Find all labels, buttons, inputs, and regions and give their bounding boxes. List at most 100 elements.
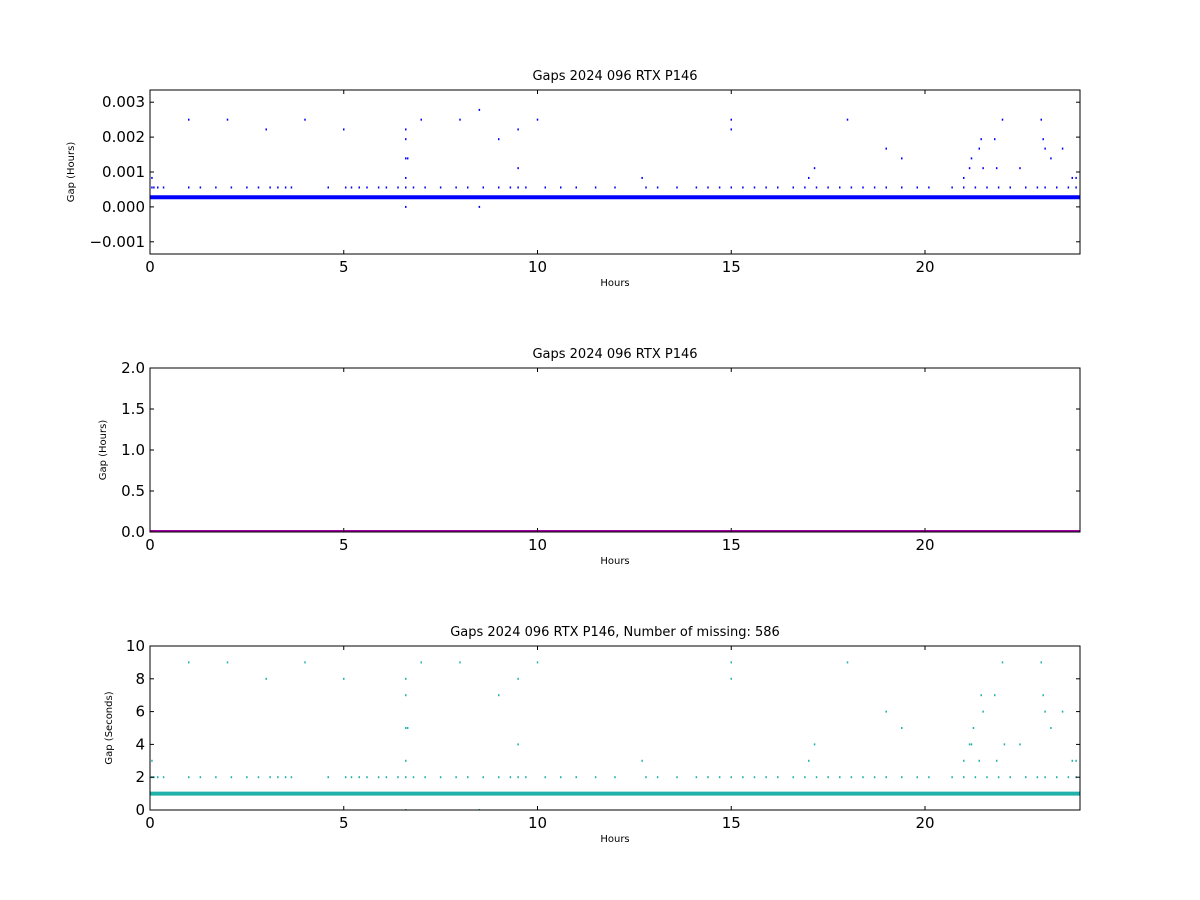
y-tick-label: −0.001	[89, 233, 145, 251]
data-point	[808, 759, 810, 762]
data-point	[1061, 710, 1064, 713]
data-point	[277, 186, 279, 189]
data-point	[344, 776, 347, 779]
data-point	[344, 186, 347, 189]
data-point	[986, 186, 988, 189]
data-point	[827, 776, 829, 779]
data-point	[405, 157, 407, 160]
data-point	[1061, 147, 1064, 150]
data-point	[358, 776, 360, 779]
data-point	[517, 677, 519, 680]
data-point	[525, 776, 527, 779]
data-point	[498, 776, 500, 779]
data-point	[215, 776, 217, 779]
data-point	[730, 661, 732, 664]
data-point	[753, 186, 756, 189]
x-tick-label: 0	[145, 258, 155, 276]
data-point	[377, 776, 380, 779]
data-point	[730, 776, 732, 779]
data-point	[963, 776, 965, 779]
data-point	[951, 186, 953, 189]
chart-panel-2: 0 5 10 15 20 0.0 0.5 1.0 1.5 2.0 Gaps 2024 096 RTX…	[98, 347, 1081, 567]
data-point	[963, 186, 965, 189]
data-point	[284, 776, 287, 779]
data-point	[397, 776, 399, 779]
data-point	[846, 661, 849, 664]
data-layer	[150, 661, 1080, 810]
data-point	[970, 743, 973, 746]
plot-area	[150, 368, 1080, 532]
y-tick-label: 10	[126, 637, 145, 655]
data-point	[1044, 147, 1046, 150]
data-point	[467, 186, 469, 189]
data-point	[1050, 157, 1052, 160]
data-point	[405, 186, 407, 189]
plot-area	[150, 90, 1080, 254]
data-point	[230, 186, 233, 189]
data-point	[1025, 186, 1027, 189]
data-point	[560, 186, 562, 189]
data-point	[968, 743, 971, 746]
y-tick-label: 0.003	[102, 93, 145, 111]
data-point	[188, 661, 190, 664]
data-point	[290, 186, 293, 189]
chart-title: Gaps 2024 096 RTX P146	[532, 69, 697, 84]
data-point	[645, 776, 647, 779]
x-tick-label: 10	[528, 258, 547, 276]
data-point	[459, 661, 461, 664]
data-point	[1044, 710, 1046, 713]
data-point	[405, 138, 407, 141]
data-point	[151, 186, 153, 189]
data-point	[827, 186, 829, 189]
data-point	[350, 186, 353, 189]
data-point	[916, 776, 918, 779]
data-point	[246, 776, 248, 779]
x-axis-label: Hours	[600, 834, 629, 845]
data-point	[482, 776, 484, 779]
data-point	[777, 776, 779, 779]
data-point	[765, 776, 767, 779]
data-point	[980, 138, 982, 141]
data-point	[951, 776, 953, 779]
data-point	[157, 776, 159, 779]
data-point	[327, 776, 329, 779]
data-point	[162, 186, 165, 189]
data-point	[151, 759, 153, 762]
data-point	[850, 186, 853, 189]
data-point	[730, 128, 732, 131]
data-point	[366, 776, 368, 779]
y-axis-label: Gap (Hours)	[98, 420, 109, 481]
data-point	[1071, 759, 1073, 762]
data-point	[1075, 759, 1077, 762]
data-point	[575, 186, 577, 189]
data-point	[753, 776, 756, 779]
data-point	[269, 186, 271, 189]
data-point	[525, 186, 527, 189]
data-point	[1042, 138, 1044, 141]
y-tick-label: 2	[135, 768, 145, 786]
data-point	[978, 759, 980, 762]
data-point	[157, 186, 159, 189]
x-tick-label: 20	[915, 258, 934, 276]
y-axis-label: Gap (Seconds)	[104, 691, 115, 764]
data-point	[995, 759, 998, 762]
data-point	[509, 186, 512, 189]
data-point	[641, 759, 643, 762]
data-point	[269, 776, 271, 779]
data-point	[1056, 186, 1058, 189]
data-point	[676, 776, 678, 779]
x-tick-label: 5	[339, 258, 349, 276]
data-point	[350, 776, 353, 779]
data-point	[656, 776, 659, 779]
data-point	[304, 661, 306, 664]
data-point	[974, 186, 977, 189]
data-point	[963, 759, 965, 762]
data-point	[928, 186, 930, 189]
y-tick-label: 1.0	[121, 441, 145, 459]
data-point	[707, 776, 709, 779]
data-point	[406, 157, 409, 160]
data-point	[420, 118, 422, 121]
data-point	[1042, 694, 1044, 697]
data-point	[284, 186, 287, 189]
data-point	[1036, 186, 1039, 189]
